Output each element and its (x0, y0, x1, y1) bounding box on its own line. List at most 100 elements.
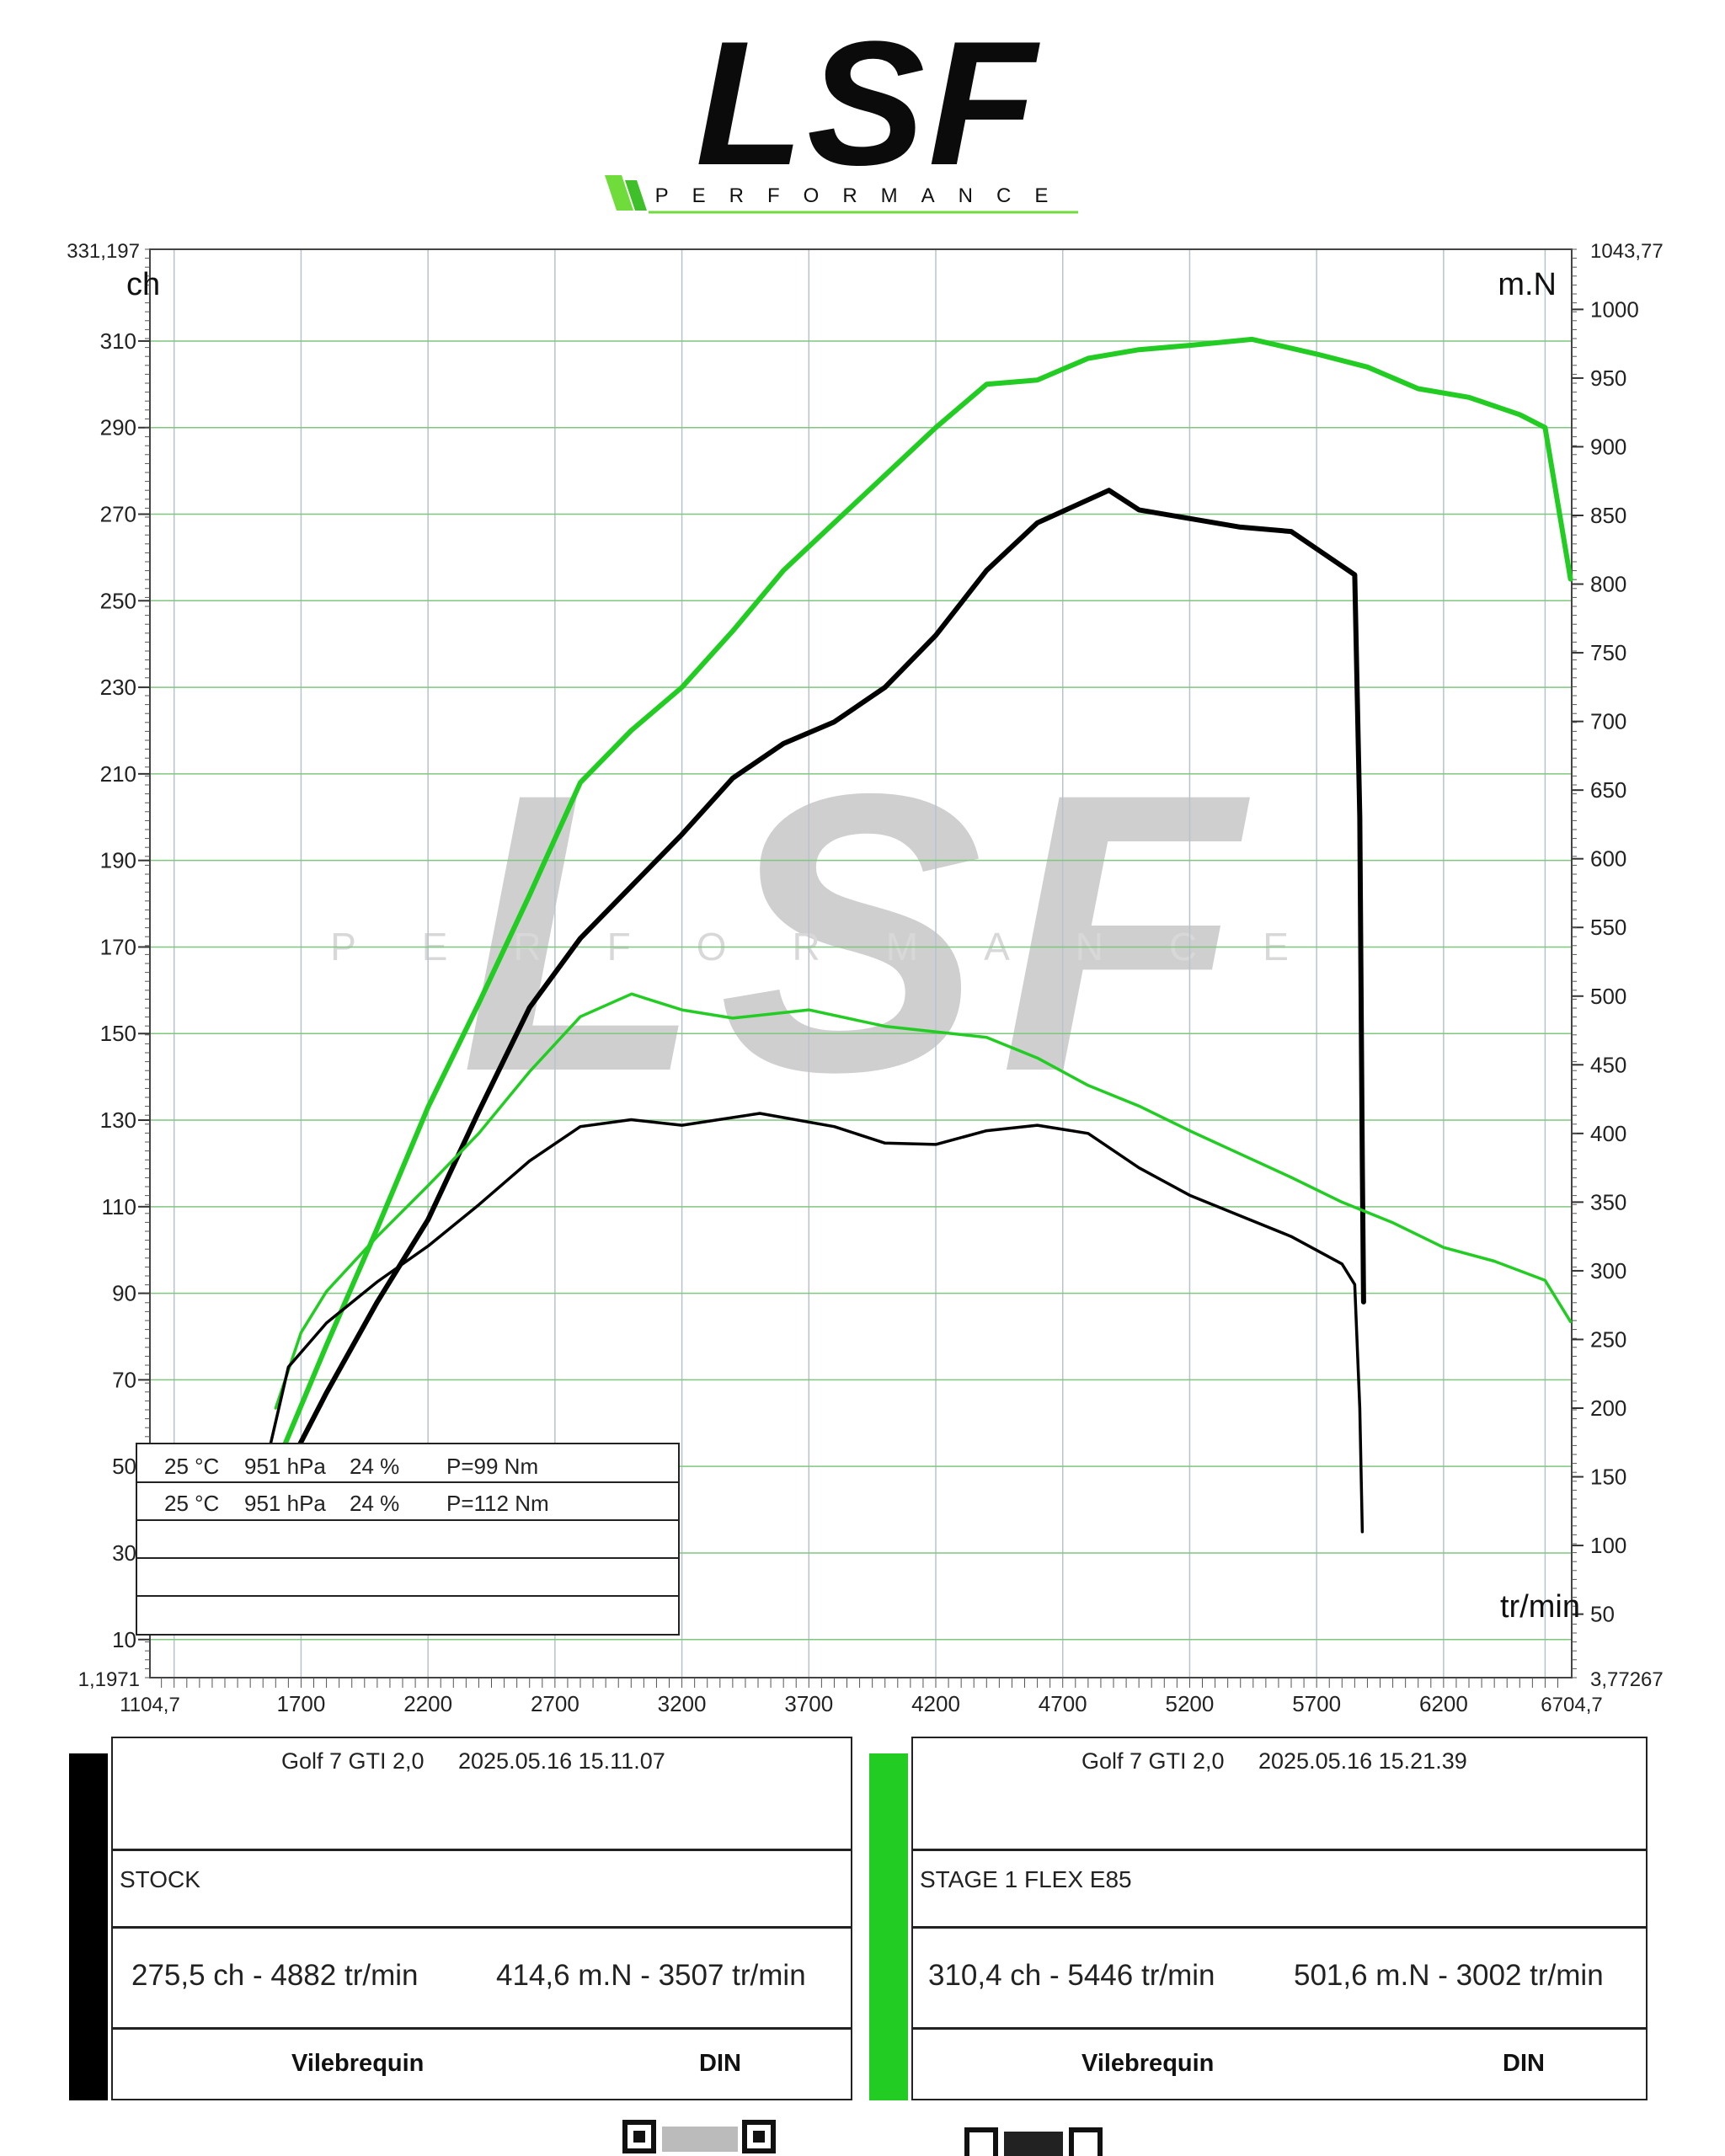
run-label: STOCK (120, 1866, 200, 1892)
cond-pressure-1: 951 hPa (244, 1454, 326, 1479)
x-tick-label: 6200 (1419, 1691, 1468, 1716)
right-tick-label: 150 (1590, 1465, 1626, 1490)
run-date: 2025.05.16 15.21.39 (1258, 1748, 1467, 1774)
left-tick-label: 90 (112, 1281, 136, 1306)
run-label: STAGE 1 FLEX E85 (920, 1866, 1132, 1892)
left-tick-label: 110 (102, 1194, 136, 1219)
right-tick-label: 450 (1590, 1052, 1626, 1077)
run-color-strip (869, 1753, 908, 2100)
cond-loss-2: P=112 Nm (446, 1491, 549, 1516)
right-tick-label: 850 (1590, 503, 1626, 528)
right-tick-label: 250 (1590, 1326, 1626, 1352)
run-details: Golf 7 GTI 2,0 2025.05.16 15.11.07 STOCK … (111, 1737, 852, 2100)
x-tick-label: 2700 (531, 1691, 579, 1716)
left-tick-label: 270 (100, 502, 136, 527)
right-tick-label: 750 (1590, 640, 1626, 665)
right-tick-label: 400 (1590, 1121, 1626, 1146)
left-tick-label: 310 (100, 328, 136, 354)
right-tick-label: 700 (1590, 709, 1626, 734)
qr-code-icon (622, 2120, 776, 2153)
logo-text: LSF (696, 4, 1040, 202)
right-tick-label: 200 (1590, 1396, 1626, 1421)
right-max-label: 1043,77 (1590, 240, 1664, 263)
logo-subtitle: PERFORMANCE (655, 184, 1072, 207)
right-tick-label: 50 (1590, 1602, 1615, 1627)
right-tick-label: 600 (1590, 846, 1626, 872)
run-vehicle: Golf 7 GTI 2,0 (281, 1748, 425, 1774)
x-tick-label: 5200 (1166, 1691, 1215, 1716)
left-tick-label: 250 (100, 588, 136, 613)
right-tick-label: 500 (1590, 984, 1626, 1009)
conditions-table: 25 °C 951 hPa 24 % P=99 Nm 25 °C 951 hPa… (136, 1443, 680, 1636)
cond-pressure-2: 951 hPa (244, 1491, 326, 1516)
torque-curve-stage1 (274, 992, 1573, 1410)
left-tick-label: 290 (100, 415, 136, 440)
run-vehicle: Golf 7 GTI 2,0 (1081, 1748, 1225, 1774)
run-torque-peak: 501,6 m.N - 3002 tr/min (1294, 1959, 1604, 1992)
x-tick-label: 3700 (784, 1691, 833, 1716)
left-axis-unit: ch (126, 267, 160, 302)
power-curve-stage1 (273, 336, 1573, 1470)
left-tick-label: 230 (100, 675, 136, 700)
left-tick-label: 30 (112, 1540, 136, 1566)
cond-loss-1: P=99 Nm (446, 1454, 538, 1479)
dyno-chart: LSF PERFORMANCE 1700 2200 2700 3200 3700 4200… (67, 240, 1664, 1716)
run-card-stock: Golf 7 GTI 2,0 2025.05.16 15.11.07 STOCK … (69, 1737, 852, 2100)
run-norm: DIN (1503, 2050, 1545, 2077)
left-tick-label: 190 (100, 848, 136, 873)
left-tick-label: 10 (112, 1627, 136, 1652)
left-tick-label: 50 (112, 1454, 136, 1479)
run-card-stage1: Golf 7 GTI 2,0 2025.05.16 15.21.39 STAGE … (869, 1737, 1648, 2100)
x-tick-label: 3200 (658, 1691, 707, 1716)
right-tick-label: 800 (1590, 572, 1626, 597)
right-min-label: 3,77267 (1590, 1668, 1664, 1691)
left-tick-label: 170 (100, 934, 136, 959)
cond-humidity-2: 24 % (350, 1491, 399, 1516)
right-tick-label: 300 (1590, 1258, 1626, 1283)
right-tick-label: 550 (1590, 915, 1626, 940)
left-tick-label: 150 (100, 1021, 136, 1046)
torque-curve-stock (261, 1112, 1365, 1534)
left-tick-label: 70 (112, 1367, 136, 1392)
run-power-peak: 275,5 ch - 4882 tr/min (131, 1959, 419, 1992)
lsf-watermark: LSF PERFORMANCE (330, 712, 1289, 1154)
cond-humidity-1: 24 % (350, 1454, 399, 1479)
watermark-text: LSF (460, 712, 1258, 1154)
chart-grid (150, 249, 1572, 1678)
power-curve-stock (286, 488, 1366, 1470)
right-tick-label: 950 (1590, 366, 1626, 391)
qr-codes (622, 2120, 1103, 2156)
run-color-strip (69, 1753, 108, 2100)
x-tick-label: 4200 (911, 1691, 960, 1716)
lsf-logo: LSF PERFORMANCE (605, 4, 1078, 214)
qr-code-icon (964, 2127, 1103, 2156)
run-norm: DIN (699, 2050, 741, 2077)
right-tick-label: 1000 (1590, 296, 1639, 322)
x-max-label: 6704,7 (1541, 1694, 1602, 1716)
right-tick-label: 900 (1590, 434, 1626, 459)
right-tick-label: 650 (1590, 777, 1626, 803)
run-measure: Vilebrequin (1081, 2050, 1215, 2077)
left-max-label: 331,197 (67, 240, 140, 263)
x-tick-label: 1700 (277, 1691, 326, 1716)
run-power-peak: 310,4 ch - 5446 tr/min (928, 1959, 1215, 1992)
left-tick-label: 130 (100, 1107, 136, 1133)
run-details: Golf 7 GTI 2,0 2025.05.16 15.21.39 STAGE … (911, 1737, 1648, 2100)
x-tick-label: 4700 (1039, 1691, 1087, 1716)
right-axis-unit: m.N (1498, 267, 1557, 302)
logo-accent-icon (605, 175, 633, 211)
right-tick-label: 350 (1590, 1189, 1626, 1214)
cond-temp-2: 25 °C (164, 1491, 219, 1516)
right-tick-label: 100 (1590, 1533, 1626, 1558)
x-axis-unit: tr/min (1500, 1589, 1580, 1625)
left-min-label: 1,1971 (78, 1668, 140, 1691)
x-tick-label: 2200 (403, 1691, 452, 1716)
x-min-label: 1104,7 (120, 1694, 180, 1716)
cond-temp-1: 25 °C (164, 1454, 219, 1479)
left-tick-label: 210 (100, 761, 136, 787)
run-date: 2025.05.16 15.11.07 (458, 1748, 665, 1774)
run-measure: Vilebrequin (291, 2050, 425, 2077)
x-tick-label: 5700 (1292, 1691, 1341, 1716)
run-torque-peak: 414,6 m.N - 3507 tr/min (496, 1959, 806, 1992)
axis-ticks (138, 248, 1583, 1688)
